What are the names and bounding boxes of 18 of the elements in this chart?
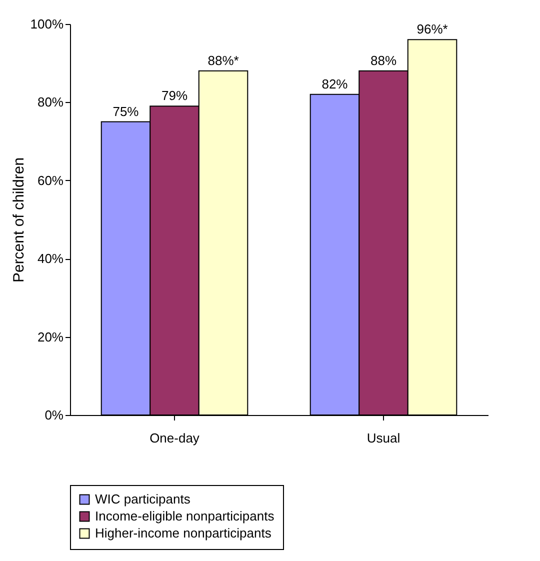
data-label: 82% (322, 76, 348, 92)
y-axis-title: Percent of children (10, 157, 28, 283)
legend-label: WIC participants (95, 492, 191, 506)
y-tick-label: 80% (37, 94, 64, 110)
legend-label: Income-eligible nonparticipants (95, 508, 275, 524)
data-label: 88%* (208, 52, 239, 68)
data-label: 96%* (416, 22, 448, 37)
y-tick-label: 40% (37, 251, 64, 266)
x-tick-label: Usual (366, 430, 400, 446)
y-tick-label: 100% (30, 16, 64, 32)
x-tick-label: One-day (150, 430, 200, 446)
y-tick-label: 60% (37, 172, 64, 188)
y-tick-label: 0% (44, 408, 64, 422)
data-label: 88% (370, 52, 397, 68)
legend-label: Higher-income nonparticipants (95, 526, 272, 540)
data-label: 75% (112, 104, 140, 119)
data-label: 79% (161, 88, 188, 104)
y-tick-label: 20% (37, 329, 64, 344)
